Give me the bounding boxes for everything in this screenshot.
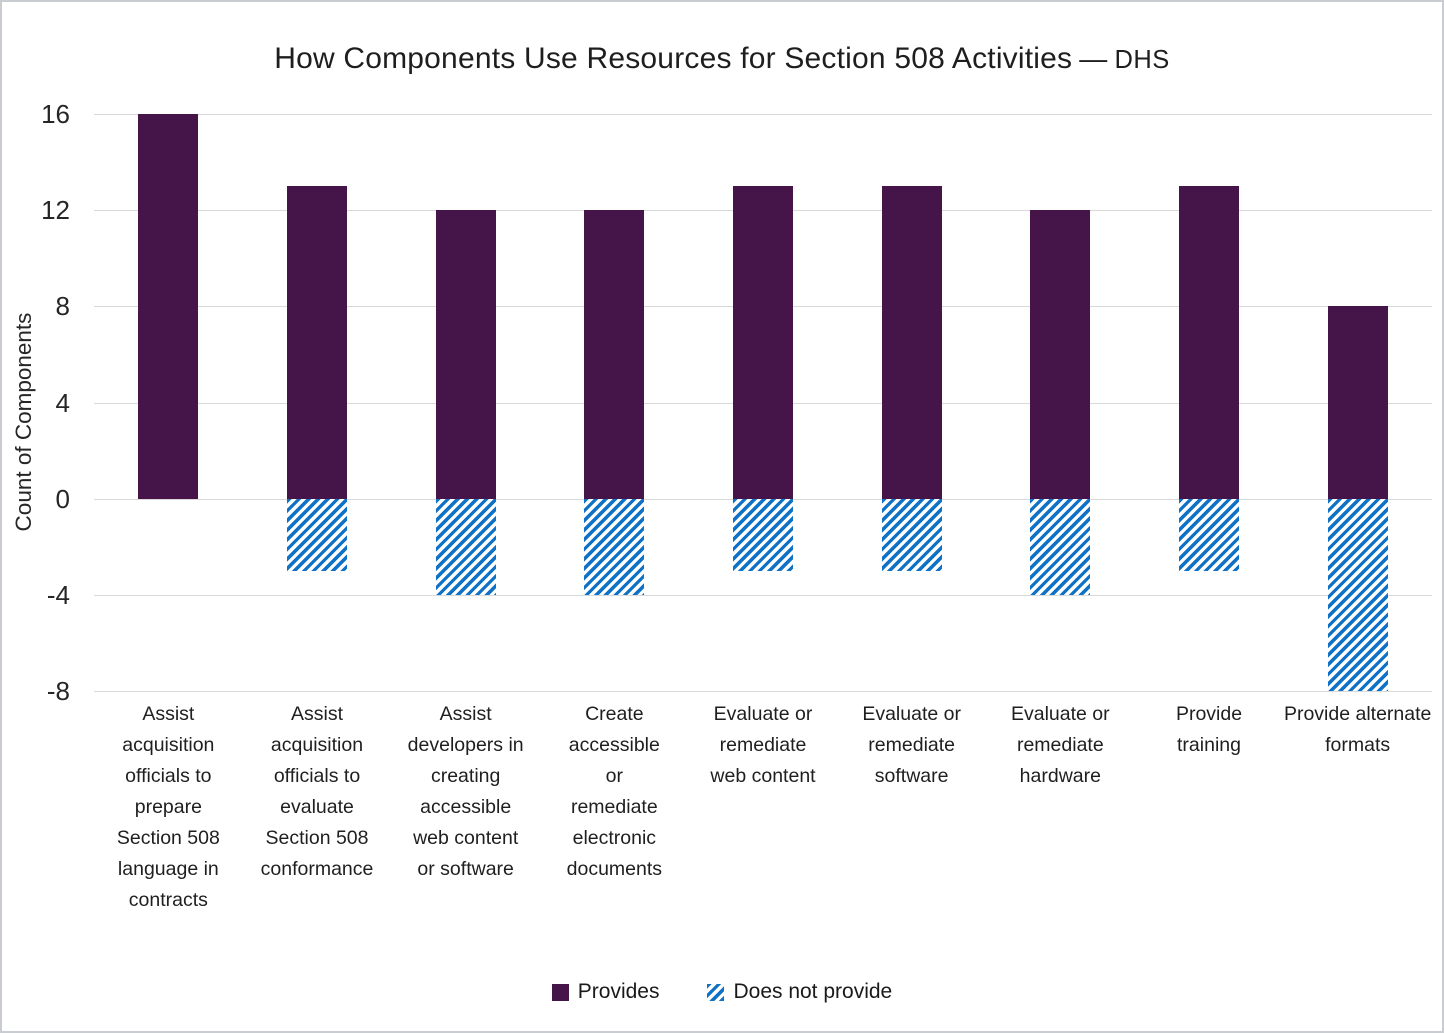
legend-label-does-not-provide: Does not provide bbox=[733, 980, 893, 1003]
x-category-label: Assist acquisition officials to evaluate Sec… bbox=[260, 703, 374, 880]
bar-provides bbox=[435, 210, 496, 499]
y-tick-label: 4 bbox=[55, 387, 70, 418]
gridline bbox=[94, 114, 1432, 115]
chart-title-main: How Components Use Resources for Section… bbox=[274, 42, 1073, 76]
legend-item-does-not-provide: Does not provide bbox=[707, 980, 892, 1004]
x-category-label: Evaluate or remediate hardware bbox=[1011, 703, 1110, 787]
bar-does-not-provide bbox=[1327, 498, 1388, 691]
chart-title: How Components Use Resources for Section… bbox=[2, 42, 1442, 76]
gridline bbox=[94, 594, 1432, 596]
bar-provides bbox=[138, 114, 199, 499]
bar-provides bbox=[287, 186, 347, 499]
gridline bbox=[94, 691, 1432, 692]
bar-does-not-provide bbox=[435, 498, 496, 595]
bar-provides bbox=[1327, 306, 1388, 499]
y-tick-label: 12 bbox=[41, 195, 70, 226]
bar-does-not-provide bbox=[1030, 498, 1091, 595]
legend-swatch-provides-icon bbox=[551, 983, 569, 1001]
y-tick-label: -8 bbox=[46, 676, 70, 706]
x-category-label: Assist developers in creating accessible web… bbox=[407, 703, 524, 880]
x-category-label: Assist acquisition officials to prepare Sect… bbox=[116, 703, 220, 911]
bar-provides bbox=[584, 210, 645, 499]
legend-label-provides: Provides bbox=[577, 980, 660, 1003]
x-category-label: Evaluate or remediate software bbox=[862, 703, 961, 787]
bar-does-not-provide bbox=[1179, 498, 1239, 571]
bar-does-not-provide bbox=[584, 498, 645, 595]
bar-does-not-provide bbox=[287, 498, 347, 571]
legend-item-provides: Provides bbox=[551, 980, 660, 1004]
legend: Provides Does not provide bbox=[2, 980, 1442, 1004]
y-axis-tick-labels: 16 12 8 4 0 -4 -8 bbox=[2, 99, 70, 706]
bar-provides bbox=[733, 186, 793, 499]
chart-title-suffix: DHS bbox=[1114, 46, 1170, 75]
legend-swatch-does-not-provide-icon bbox=[707, 983, 725, 1001]
bar-provides bbox=[1179, 186, 1239, 499]
x-category-label: Provide training bbox=[1175, 703, 1243, 756]
chart-title-dash: — bbox=[1079, 43, 1108, 75]
plot-area bbox=[94, 114, 1432, 692]
bar-provides bbox=[1030, 210, 1091, 499]
bar-does-not-provide bbox=[733, 498, 793, 571]
y-tick-label: 8 bbox=[55, 291, 70, 322]
x-axis-category-labels: Assist acquisition officials to prepare Sect… bbox=[94, 699, 1432, 939]
x-category-label: Create accessible or remediate electronic doc… bbox=[566, 703, 663, 880]
x-category-label: Evaluate or remediate web content bbox=[710, 703, 816, 787]
y-tick-label: 0 bbox=[55, 483, 70, 514]
x-category-label: Provide alternate formats bbox=[1283, 703, 1432, 756]
y-tick-label: 16 bbox=[41, 99, 70, 129]
bar-provides bbox=[881, 186, 942, 499]
bar-does-not-provide bbox=[881, 498, 942, 571]
y-tick-label: -4 bbox=[46, 579, 70, 610]
